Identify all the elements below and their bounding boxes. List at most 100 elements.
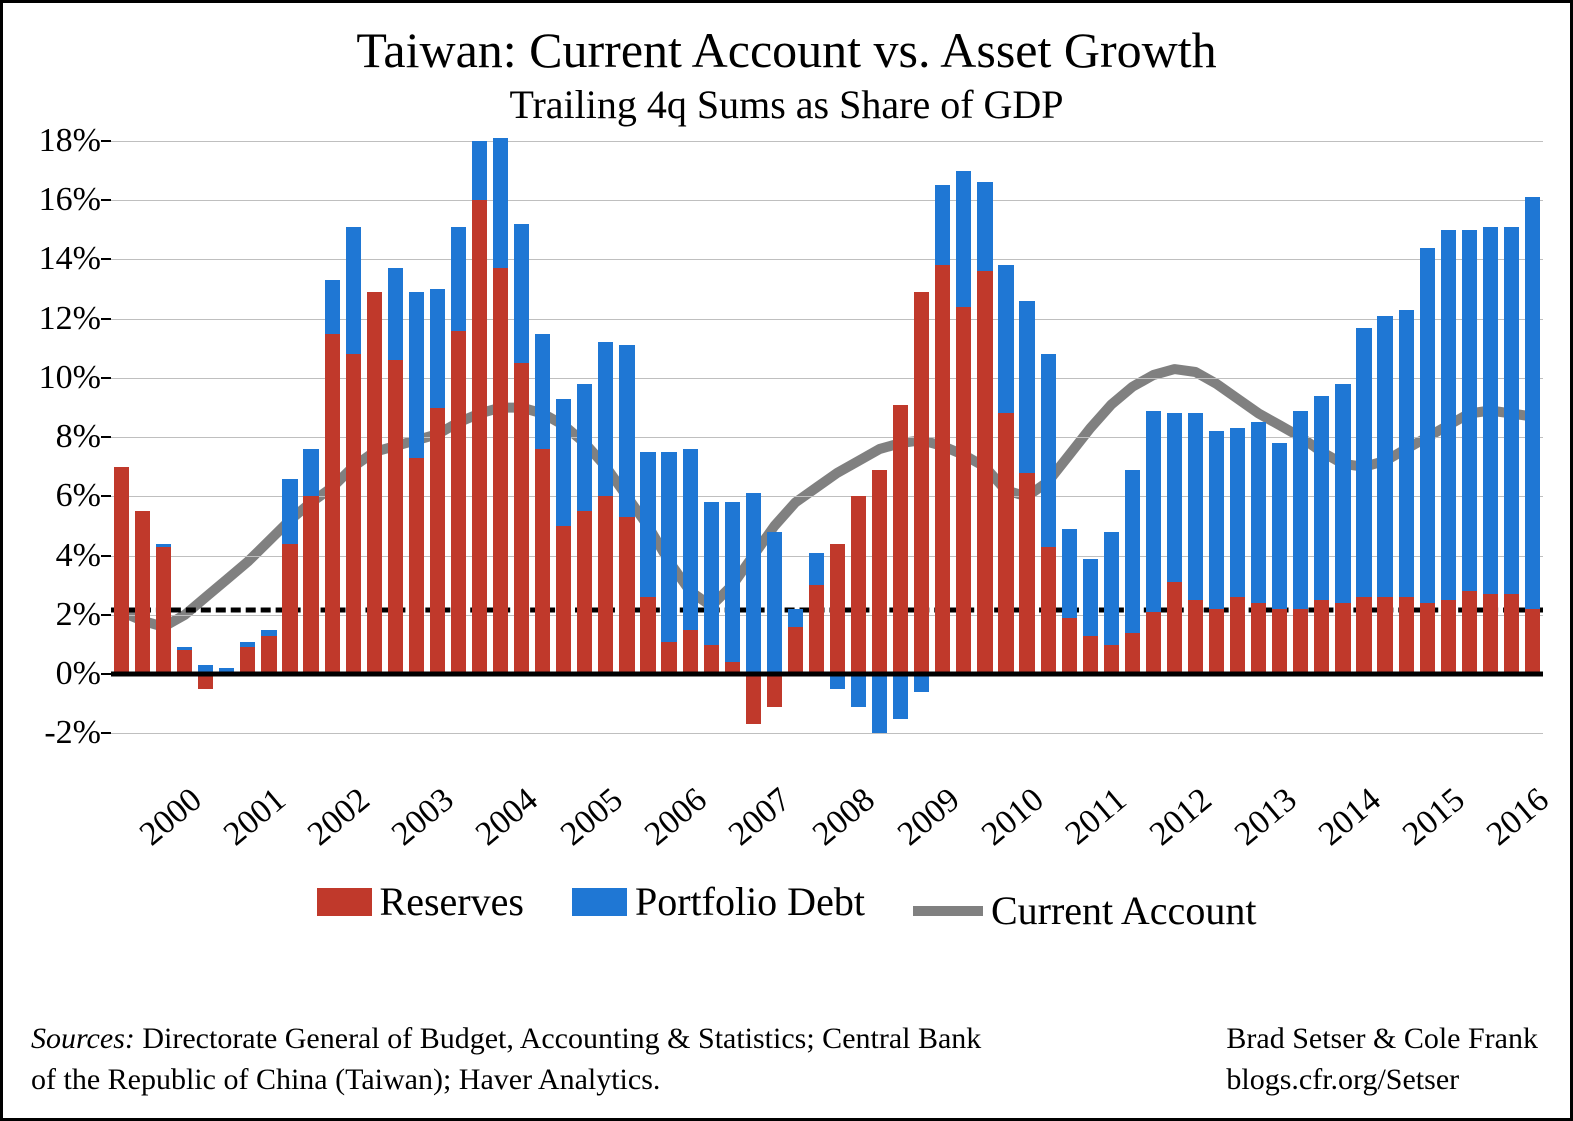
reserves-bar xyxy=(1314,600,1329,674)
legend-item: Portfolio Debt xyxy=(572,878,865,925)
portfolio-debt-bar xyxy=(1377,316,1392,597)
x-tick-label: 2004 xyxy=(469,781,546,854)
portfolio-debt-bar xyxy=(977,182,992,271)
portfolio-debt-bar xyxy=(282,479,297,544)
y-tick-mark xyxy=(101,140,111,142)
y-tick-mark xyxy=(101,673,111,675)
y-tick-label: -2% xyxy=(44,714,101,752)
plot-area: -2%0%2%4%6%8%10%12%14%16%18%200020012002… xyxy=(111,141,1543,763)
gridline xyxy=(111,733,1543,734)
reserves-bar xyxy=(514,363,529,674)
x-tick-label: 2003 xyxy=(385,781,462,854)
portfolio-debt-bar xyxy=(914,674,929,692)
legend: ReservesPortfolio DebtCurrent Account xyxy=(3,878,1570,934)
reserves-bar xyxy=(1019,473,1034,674)
portfolio-debt-bar xyxy=(619,345,634,517)
reserves-bar xyxy=(830,544,845,674)
portfolio-debt-bar xyxy=(430,289,445,407)
portfolio-debt-bar xyxy=(1041,354,1056,547)
reserves-bar xyxy=(640,597,655,674)
reserves-bar xyxy=(1399,597,1414,674)
reserves-bar xyxy=(1462,591,1477,674)
portfolio-debt-bar xyxy=(346,227,361,354)
x-tick-label: 2014 xyxy=(1312,781,1389,854)
reserves-bar xyxy=(325,334,340,675)
portfolio-debt-bar xyxy=(1209,431,1224,609)
portfolio-debt-bar xyxy=(240,642,255,648)
reserves-bar xyxy=(1209,609,1224,674)
reserves-bar xyxy=(1525,609,1540,674)
gridline xyxy=(111,200,1543,201)
reserves-bar xyxy=(683,630,698,674)
portfolio-debt-bar xyxy=(409,292,424,458)
chart-subtitle: Trailing 4q Sums as Share of GDP xyxy=(3,81,1570,128)
y-tick-label: 16% xyxy=(39,181,101,219)
reserves-bar xyxy=(788,627,803,674)
reserves-bar xyxy=(851,496,866,674)
reserves-bar xyxy=(935,265,950,674)
x-tick-label: 2013 xyxy=(1227,781,1304,854)
portfolio-debt-bar xyxy=(1019,301,1034,473)
y-tick-mark xyxy=(101,199,111,201)
y-tick-mark xyxy=(101,495,111,497)
reserves-bar xyxy=(535,449,550,674)
portfolio-debt-bar xyxy=(156,544,171,547)
x-tick-label: 2000 xyxy=(132,781,209,854)
portfolio-debt-bar xyxy=(1420,248,1435,603)
reserves-bar xyxy=(1377,597,1392,674)
reserves-bar xyxy=(240,647,255,674)
reserves-bar xyxy=(1504,594,1519,674)
portfolio-debt-bar xyxy=(998,265,1013,413)
reserves-bar xyxy=(661,642,676,675)
y-tick-label: 10% xyxy=(39,359,101,397)
footer-credits: Brad Setser & Cole Frank blogs.cfr.org/S… xyxy=(1226,1019,1538,1100)
portfolio-debt-bar xyxy=(261,630,276,636)
reserves-bar xyxy=(1356,597,1371,674)
reserves-bar xyxy=(114,467,129,674)
legend-swatch xyxy=(317,888,372,916)
portfolio-debt-bar xyxy=(851,674,866,707)
portfolio-debt-bar xyxy=(767,532,782,674)
y-tick-mark xyxy=(101,555,111,557)
gridline xyxy=(111,259,1543,260)
reserves-bar xyxy=(704,645,719,675)
reserves-bar xyxy=(1041,547,1056,674)
legend-item: Reserves xyxy=(317,878,524,925)
portfolio-debt-bar xyxy=(388,268,403,360)
x-tick-label: 2001 xyxy=(217,781,294,854)
reserves-bar xyxy=(177,650,192,674)
x-tick-label: 2012 xyxy=(1143,781,1220,854)
reserves-bar xyxy=(1441,600,1456,674)
reserves-bar xyxy=(1062,618,1077,674)
y-tick-label: 4% xyxy=(56,537,101,575)
y-tick-label: 2% xyxy=(56,596,101,634)
portfolio-debt-bar xyxy=(1272,443,1287,609)
portfolio-debt-bar xyxy=(514,224,529,363)
reserves-bar xyxy=(1083,636,1098,675)
portfolio-debt-bar xyxy=(1335,384,1350,603)
x-tick-label: 2009 xyxy=(891,781,968,854)
reserves-bar xyxy=(409,458,424,674)
x-tick-label: 2008 xyxy=(806,781,883,854)
portfolio-debt-bar xyxy=(598,342,613,496)
reserves-bar xyxy=(430,408,445,675)
y-tick-mark xyxy=(101,318,111,320)
y-tick-mark xyxy=(101,377,111,379)
portfolio-debt-bar xyxy=(325,280,340,333)
x-tick-label: 2005 xyxy=(554,781,631,854)
portfolio-debt-bar xyxy=(1462,230,1477,591)
portfolio-debt-bar xyxy=(1104,532,1119,645)
chart-title: Taiwan: Current Account vs. Asset Growth xyxy=(3,21,1570,79)
reserves-bar xyxy=(1293,609,1308,674)
reserves-bar xyxy=(1230,597,1245,674)
reserves-bar xyxy=(577,511,592,674)
portfolio-debt-bar xyxy=(1062,529,1077,618)
reserves-bar xyxy=(346,354,361,674)
chart-frame: Taiwan: Current Account vs. Asset Growth… xyxy=(0,0,1573,1121)
legend-label: Portfolio Debt xyxy=(635,878,865,925)
x-tick-label: 2006 xyxy=(638,781,715,854)
zero-line xyxy=(111,672,1543,677)
reserves-bar xyxy=(472,200,487,674)
reserves-bar xyxy=(1188,600,1203,674)
portfolio-debt-bar xyxy=(788,609,803,627)
